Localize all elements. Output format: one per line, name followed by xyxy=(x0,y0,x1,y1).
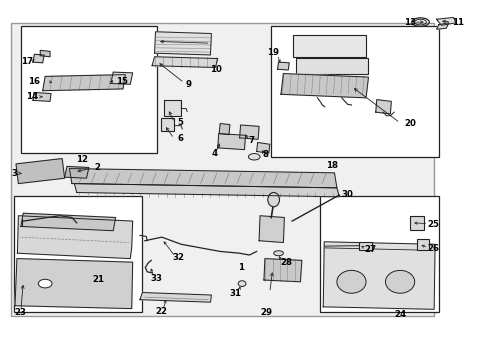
Text: 19: 19 xyxy=(266,48,278,57)
Polygon shape xyxy=(40,50,50,57)
Text: 4: 4 xyxy=(211,149,217,158)
Text: 14: 14 xyxy=(26,92,38,101)
Text: 24: 24 xyxy=(393,310,406,319)
Ellipse shape xyxy=(248,154,260,160)
Polygon shape xyxy=(111,72,132,84)
Text: 7: 7 xyxy=(248,136,254,145)
Text: 17: 17 xyxy=(20,57,33,66)
Text: 1: 1 xyxy=(237,263,243,272)
Text: 12: 12 xyxy=(76,155,87,164)
Text: 29: 29 xyxy=(260,308,272,317)
Text: 32: 32 xyxy=(172,253,184,262)
Bar xyxy=(271,26,438,157)
Ellipse shape xyxy=(273,251,283,256)
Polygon shape xyxy=(277,62,288,70)
Polygon shape xyxy=(154,32,211,55)
Bar xyxy=(409,216,424,230)
Polygon shape xyxy=(42,75,125,91)
Text: 21: 21 xyxy=(92,275,104,284)
Ellipse shape xyxy=(267,193,279,207)
Bar xyxy=(292,35,366,57)
Text: 25: 25 xyxy=(427,220,438,229)
Ellipse shape xyxy=(336,270,366,293)
Bar xyxy=(164,100,181,116)
Bar xyxy=(416,239,428,249)
Polygon shape xyxy=(281,73,368,98)
Polygon shape xyxy=(436,18,455,25)
Text: 33: 33 xyxy=(150,274,162,283)
Text: 30: 30 xyxy=(341,190,353,199)
Text: 20: 20 xyxy=(403,119,415,128)
Bar xyxy=(21,26,157,153)
Text: 31: 31 xyxy=(229,289,241,298)
Text: 18: 18 xyxy=(325,161,337,170)
Text: 10: 10 xyxy=(210,65,222,74)
Polygon shape xyxy=(140,293,211,302)
Polygon shape xyxy=(436,23,448,29)
Ellipse shape xyxy=(38,279,52,288)
Text: 13: 13 xyxy=(403,18,415,27)
Text: 26: 26 xyxy=(427,244,438,253)
Bar xyxy=(358,242,372,249)
Polygon shape xyxy=(256,143,269,153)
Bar xyxy=(11,23,433,316)
Polygon shape xyxy=(264,258,301,282)
Polygon shape xyxy=(33,93,51,102)
Text: 3: 3 xyxy=(11,169,17,178)
Text: 9: 9 xyxy=(185,80,191,89)
Text: 11: 11 xyxy=(451,18,464,27)
Text: 15: 15 xyxy=(115,77,127,86)
Text: 16: 16 xyxy=(28,77,41,86)
Polygon shape xyxy=(219,123,229,135)
Text: 22: 22 xyxy=(156,307,167,316)
Text: 28: 28 xyxy=(280,258,292,267)
Polygon shape xyxy=(16,158,64,184)
Text: 2: 2 xyxy=(95,163,101,172)
Bar xyxy=(161,118,174,131)
Polygon shape xyxy=(15,258,132,309)
Text: 6: 6 xyxy=(178,134,183,143)
Polygon shape xyxy=(239,125,259,139)
Polygon shape xyxy=(217,134,245,150)
Text: 23: 23 xyxy=(15,308,27,317)
Polygon shape xyxy=(323,242,434,309)
Polygon shape xyxy=(259,216,284,243)
Bar xyxy=(319,196,438,312)
Ellipse shape xyxy=(385,270,414,293)
Bar xyxy=(295,58,367,73)
Polygon shape xyxy=(74,184,339,197)
Polygon shape xyxy=(152,57,217,67)
Polygon shape xyxy=(21,213,116,231)
Text: 8: 8 xyxy=(262,150,268,159)
Polygon shape xyxy=(69,168,336,188)
Polygon shape xyxy=(64,166,89,178)
Text: 5: 5 xyxy=(178,118,183,127)
Bar xyxy=(14,196,142,312)
Ellipse shape xyxy=(238,281,245,287)
Polygon shape xyxy=(18,216,132,258)
Text: 27: 27 xyxy=(364,245,376,254)
Polygon shape xyxy=(375,100,390,114)
Polygon shape xyxy=(33,54,44,63)
